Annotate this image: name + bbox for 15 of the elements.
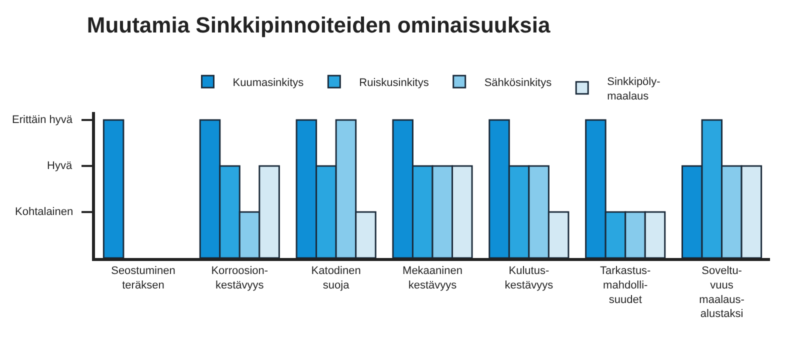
x-tick-label: Seostuminen teräksen [111, 265, 176, 292]
legend-label: Sinkkipöly- maalaus [607, 76, 661, 102]
x-tick-label: Kulutus- kestävyys [504, 265, 554, 292]
text: Kohtalainen [15, 206, 74, 218]
legend-label: Sähkösinkitys [484, 76, 552, 89]
x-tick-label: Tarkastus- mahdolli- suudet [600, 265, 652, 306]
x-tick-label: Soveltu- vuus maalaus- alustaksi [699, 265, 745, 320]
text: Erittäin hyvä [12, 114, 74, 126]
chart-title: Muutamia Sinkkipinnoiteiden ominaisuuksia [86, 12, 551, 38]
x-tick-label: Korroosion- kestävyys [211, 265, 268, 292]
x-tick-label: Katodinen suoja [311, 265, 361, 292]
legend-label: Ruiskusinkitys [359, 76, 430, 89]
text: Hyvä [47, 160, 73, 172]
legend-label: Kuumasinkitys [232, 76, 304, 89]
x-tick-label: Mekaaninen kestävyys [402, 265, 462, 292]
